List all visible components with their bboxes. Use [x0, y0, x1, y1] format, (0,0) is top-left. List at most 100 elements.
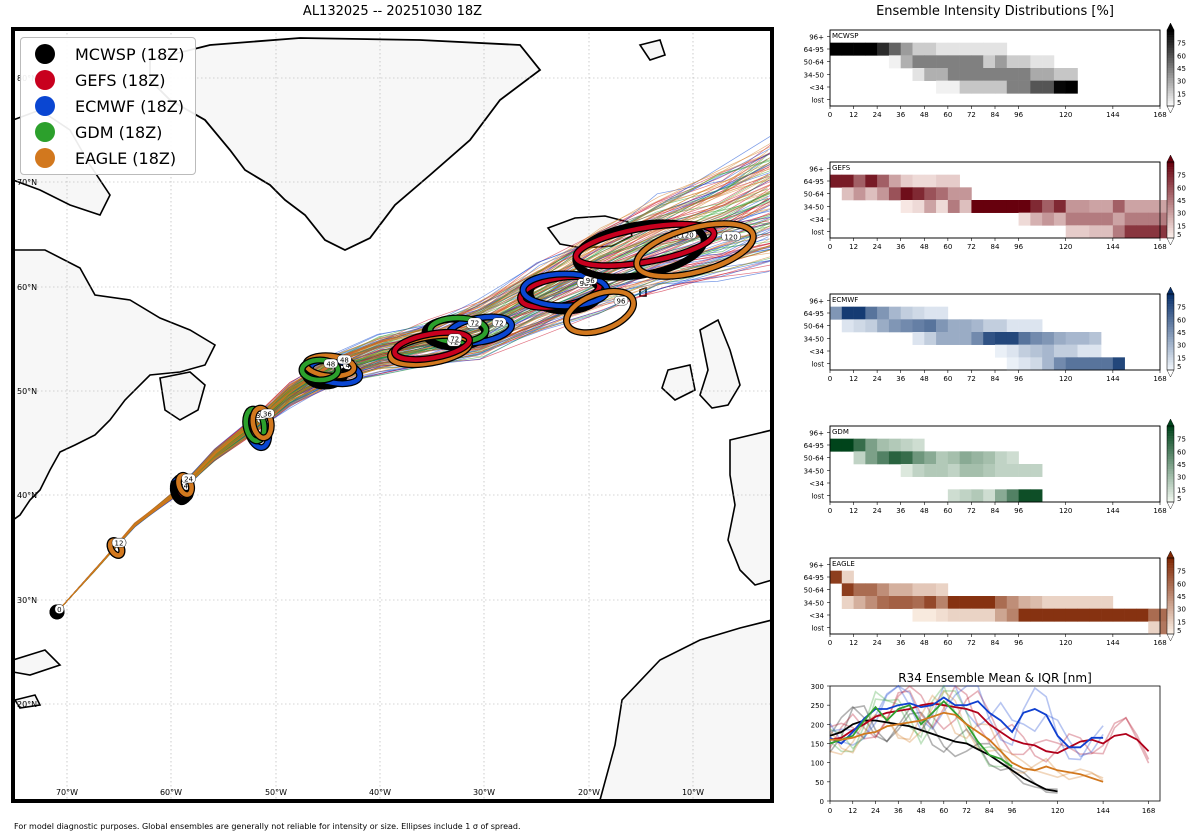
heatmap-cell [900, 464, 913, 477]
legend-label: EAGLE (18Z) [75, 148, 177, 168]
heatmap-cell [877, 306, 890, 320]
intensity-panels[interactable]: MCWSP 96+ 64-95 50-64 34-50 <34 lost 0 12 24 36 48 6… [790, 20, 1200, 820]
colorbar-segment [1167, 354, 1174, 358]
y-tick-label: 300 [811, 683, 824, 691]
track-map[interactable]: 0012122424242436363648484848727272727296… [0, 0, 785, 815]
colorbar-segment [1167, 596, 1174, 599]
heatmap-cell [971, 200, 984, 213]
heatmap-cell [900, 200, 913, 213]
forecast-ellipse [564, 289, 636, 335]
x-tick-label: 60 [943, 639, 952, 647]
x-tick-label: 120 [1051, 807, 1064, 815]
newfoundland-landmass [159, 371, 206, 421]
main-title: AL132025 -- 20251030 18Z [302, 4, 483, 19]
lon-label: 40°W [369, 788, 391, 797]
heatmap-cell [1089, 200, 1102, 213]
row-label: lost [811, 361, 824, 369]
heatmap-cell [959, 200, 972, 213]
hour-label-box [467, 317, 482, 327]
x-tick-label: 36 [896, 507, 905, 515]
heatmap-cell [1053, 344, 1067, 358]
heatmap-cell [1077, 608, 1090, 622]
colorbar-segment [1167, 461, 1174, 465]
heatmap-cell [924, 332, 937, 345]
heatmap-cell [1018, 489, 1031, 503]
colorbar-segment [1167, 578, 1174, 582]
x-tick-label: 36 [896, 111, 905, 119]
row-label: <34 [809, 84, 824, 92]
colorbar-segment [1167, 316, 1174, 320]
colorbar-segment [1167, 565, 1174, 569]
heatmap-cell [877, 438, 890, 452]
heatmap-cell [1006, 464, 1019, 477]
mean-line-mcwsp [829, 719, 1058, 793]
colorbar-segment [1167, 222, 1174, 226]
x-tick-label: 144 [1106, 111, 1120, 119]
colorbar-segment [1167, 618, 1174, 622]
heatmap-cell [1018, 80, 1031, 94]
colorbar-segment [1167, 103, 1174, 107]
colorbar-segment [1167, 177, 1174, 181]
colorbar-segment [1167, 481, 1174, 485]
legend-label: GEFS (18Z) [75, 70, 166, 90]
colorbar-segment [1167, 215, 1174, 219]
heatmap-cell [1077, 212, 1090, 226]
legend-item-gdm: GDM (18Z) [35, 119, 162, 145]
colorbar-segment [1167, 469, 1174, 472]
mean-line-gdm [829, 700, 1013, 768]
lat-label: 60°N [17, 283, 37, 292]
heatmap-cell [1101, 596, 1114, 609]
heatmap-cell [900, 583, 913, 597]
heatmap-cell [1124, 212, 1137, 226]
heatmap-cell [936, 55, 949, 69]
colorbar-frame [1166, 425, 1175, 503]
x-tick-label: 36 [896, 243, 905, 251]
x-tick-label: 84 [991, 639, 1000, 647]
colorbar-segment [1167, 294, 1174, 297]
heatmap-cell [995, 332, 1008, 345]
colorbar-segment [1167, 426, 1174, 429]
colorbar-arrow-bottom [1166, 105, 1175, 114]
colorbar-tick-label: 45 [1177, 461, 1186, 469]
heatmap-cell [888, 306, 902, 320]
colorbar-segment [1167, 626, 1174, 630]
heatmap-cell [959, 55, 972, 69]
lon-label: 60°W [160, 788, 182, 797]
hour-label: 12 [115, 540, 124, 548]
x-tick-label: 168 [1153, 243, 1166, 251]
colorbar-segment [1167, 202, 1174, 206]
colorbar-segment [1167, 357, 1174, 361]
heatmap-cell [995, 319, 1008, 333]
lat-label: 30°N [17, 596, 37, 605]
hour-label-box [447, 333, 462, 343]
colorbar-segment [1167, 438, 1174, 442]
lon-label: 70°W [56, 788, 78, 797]
mean-line-eagle [830, 711, 1104, 783]
heatmap-cell [912, 42, 925, 56]
hour-label-box [337, 354, 352, 365]
colorbar-segment [1167, 60, 1174, 64]
x-tick-label: 48 [920, 639, 929, 647]
row-label: 50-64 [804, 59, 825, 67]
heatmap-cell [900, 451, 913, 465]
row-label: 64-95 [804, 442, 824, 450]
heatmap-cell [983, 68, 996, 81]
heatmap-cell [877, 583, 890, 597]
x-tick-label: 48 [920, 375, 929, 383]
colorbar-segment [1167, 496, 1174, 500]
row-label: 96+ [809, 33, 824, 41]
x-tick-label: 84 [991, 507, 1000, 515]
x-tick-label: 12 [849, 507, 858, 515]
x-tick-label: 120 [1059, 639, 1072, 647]
x-tick-label: 48 [920, 507, 929, 515]
colorbar-segment [1167, 68, 1174, 71]
x-tick-label: 12 [849, 639, 858, 647]
colorbar-arrow-bottom [1166, 369, 1175, 378]
heatmap-cell [936, 42, 949, 56]
colorbar-tick-label: 30 [1177, 474, 1186, 482]
heatmap-cell [971, 55, 984, 69]
heatmap-cell [1077, 344, 1090, 358]
x-tick-label: 12 [849, 243, 858, 251]
heatmap-cell [971, 80, 984, 94]
heatmap-cell [1030, 489, 1043, 503]
